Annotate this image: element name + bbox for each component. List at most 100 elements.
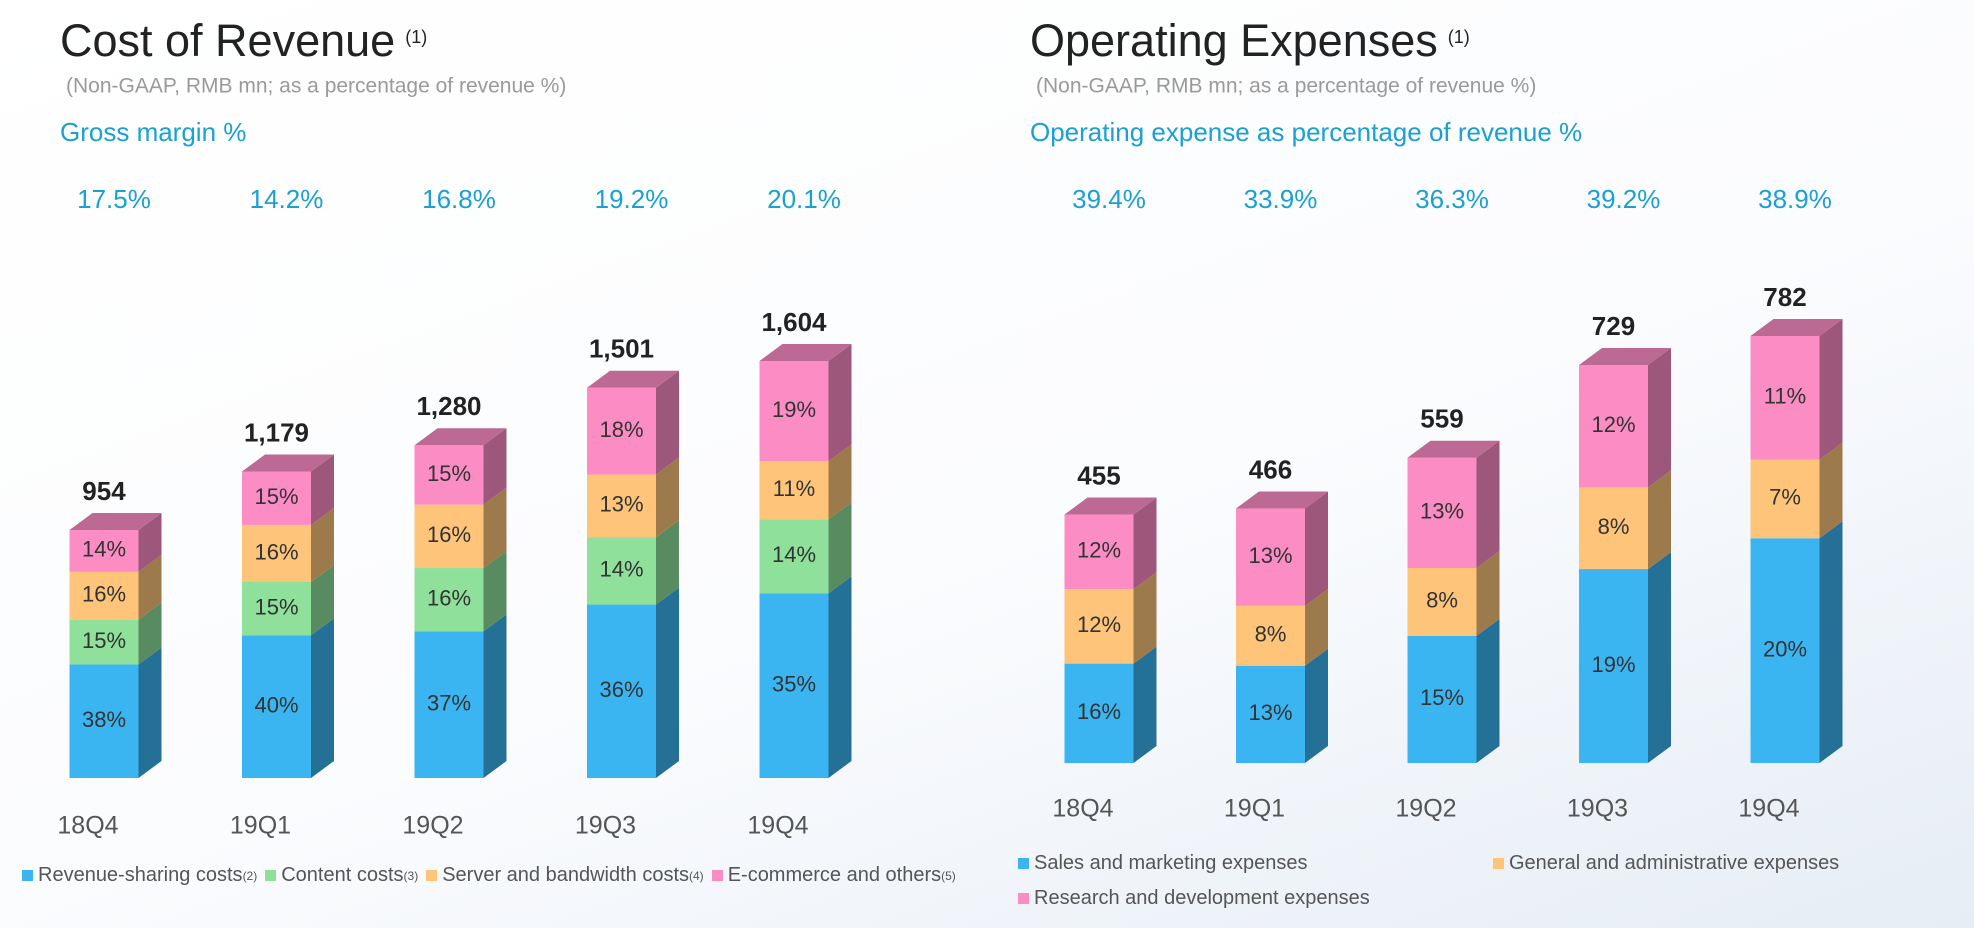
bar-side <box>1133 572 1157 664</box>
bar-segment <box>242 635 311 778</box>
bar-segment <box>1579 487 1648 570</box>
total-label: 1,280 <box>416 391 481 421</box>
legend: Revenue-sharing costs (2) Content costs (3)… <box>22 864 964 887</box>
segment-label: 40% <box>254 693 298 718</box>
subtitle: (Non-GAAP, RMB mn; as a percentage of re… <box>66 75 566 98</box>
chart-title: Cost of Revenue (1) <box>60 15 427 66</box>
legend-label: General and administrative expenses <box>1509 852 1840 874</box>
total-label: 559 <box>1420 404 1463 434</box>
segment-label: 13% <box>1248 543 1292 568</box>
bar-top <box>587 370 679 388</box>
bar-side <box>1476 550 1500 636</box>
title-text: Cost of Revenue <box>60 15 395 66</box>
bar-segment <box>1579 569 1648 763</box>
total-label: 455 <box>1077 460 1120 490</box>
legend-swatch <box>1018 858 1029 869</box>
segment-label: 12% <box>1591 412 1635 437</box>
segment-label: 15% <box>427 461 471 486</box>
bar-side <box>1133 646 1157 763</box>
category-label: 19Q3 <box>1567 795 1628 823</box>
bar-segment <box>414 631 484 778</box>
bar-side <box>138 512 162 572</box>
legend: Sales and marketing expenses General and … <box>1018 852 1913 910</box>
legend-swatch <box>426 870 438 881</box>
segment-label: 8% <box>1255 622 1287 647</box>
segment-label: 14% <box>82 537 126 562</box>
bar-segment <box>69 664 139 778</box>
bar-top <box>1750 319 1843 336</box>
bar-segment <box>414 445 484 505</box>
segment-label: 16% <box>427 522 471 547</box>
metric-value: 38.9% <box>1758 184 1832 214</box>
segment-label: 35% <box>772 671 816 696</box>
bar-top <box>69 512 162 530</box>
bar-top <box>1579 347 1671 365</box>
segment-label: 15% <box>254 484 298 509</box>
bar-segment <box>1236 508 1305 606</box>
segment-label: 38% <box>82 707 126 732</box>
segment-label: 13% <box>1248 700 1292 725</box>
bar-segment <box>69 529 139 572</box>
bar-side <box>1305 588 1328 666</box>
segment-label: 11% <box>1764 384 1806 409</box>
segment-label: 19% <box>1591 652 1635 677</box>
segment-label: 16% <box>427 586 471 611</box>
bar-top <box>414 428 507 446</box>
segment-label: 8% <box>1426 588 1458 613</box>
bar-side <box>656 457 679 538</box>
bar-segment <box>69 571 139 620</box>
bar-top <box>1236 491 1328 509</box>
legend-label: Research and development expenses <box>1034 887 1370 909</box>
legend-item: E-commerce and others (5) <box>711 864 956 887</box>
bar-side <box>138 647 162 778</box>
bar-side <box>311 507 334 582</box>
metric-value: 14.2% <box>250 184 324 214</box>
segment-label: 36% <box>599 677 643 702</box>
category-label: 19Q1 <box>230 812 291 840</box>
bar-segment <box>1750 459 1820 539</box>
legend-label: Server and bandwidth costs <box>442 864 690 886</box>
bar-top <box>242 454 334 472</box>
legend-swatch <box>711 870 723 881</box>
bar-side <box>1819 442 1843 539</box>
legend-item: Server and bandwidth costs (4) <box>426 864 704 887</box>
legend-swatch <box>22 870 33 881</box>
bar-segment <box>69 619 139 665</box>
bar-segment <box>587 474 656 538</box>
bar-segment <box>1407 567 1477 636</box>
bar-side <box>1476 618 1500 763</box>
bar-segment <box>1407 457 1477 568</box>
bar-side <box>828 576 852 778</box>
total-label: 954 <box>82 476 126 506</box>
category-label: 19Q1 <box>1224 795 1285 823</box>
bar-segment <box>242 471 311 525</box>
category-label: 19Q2 <box>1395 795 1456 823</box>
bar-side <box>1819 319 1843 460</box>
bar-segment <box>759 461 829 520</box>
metric-label: Operating expense as percentage of reven… <box>1030 117 1582 147</box>
bar-side <box>1648 552 1671 763</box>
bar-side <box>656 587 679 778</box>
bar-side <box>1648 347 1671 488</box>
metric-value: 39.2% <box>1587 184 1661 214</box>
bar-segment <box>414 504 484 569</box>
bar-side <box>656 520 679 605</box>
bar-side <box>483 428 507 505</box>
bar-segment <box>587 537 656 605</box>
bar-segment <box>1750 538 1820 763</box>
segment-label: 15% <box>1420 685 1464 710</box>
bar-segment <box>1579 364 1648 488</box>
subtitle: (Non-GAAP, RMB mn; as a percentage of re… <box>1036 75 1536 98</box>
metric-value: 39.4% <box>1072 184 1146 214</box>
legend-item: Revenue-sharing costs (2) <box>22 864 257 887</box>
metric-value: 36.3% <box>1415 184 1489 214</box>
total-label: 729 <box>1592 311 1635 341</box>
legend-note: (4) <box>689 868 704 883</box>
bar-segment <box>587 604 656 778</box>
legend-item: Content costs (3) <box>265 864 418 887</box>
bar-segment <box>1236 605 1305 666</box>
bar-segment <box>759 361 829 462</box>
legend-note: (5) <box>941 868 956 883</box>
segment-label: 15% <box>82 628 126 653</box>
